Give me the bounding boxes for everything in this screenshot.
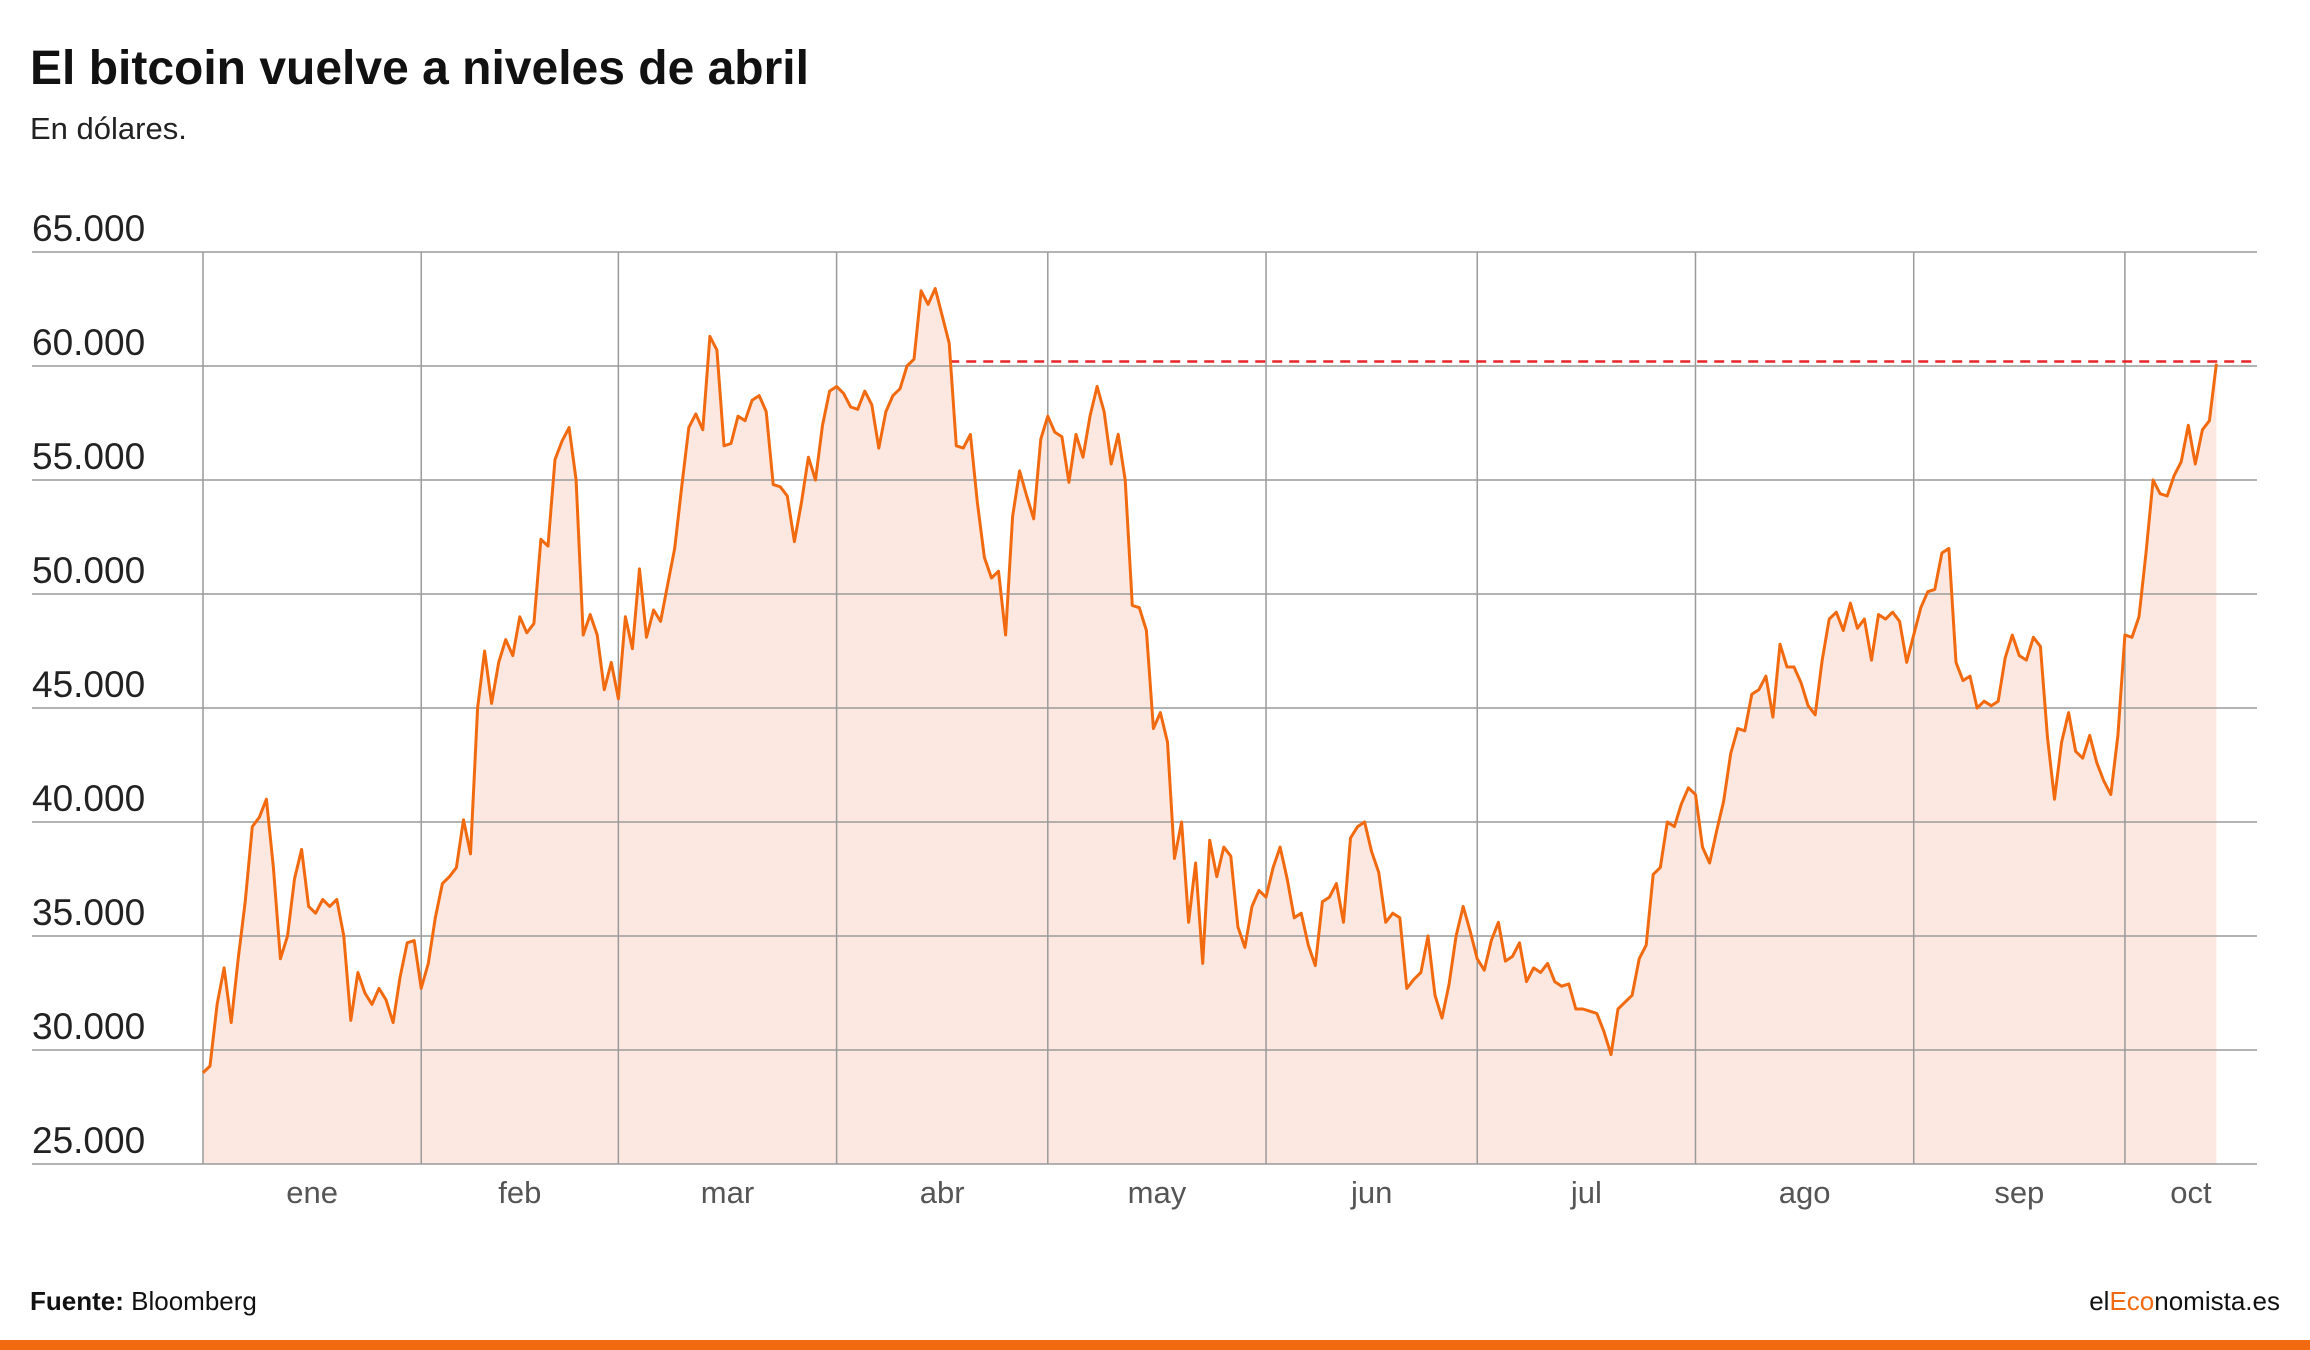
chart-subtitle: En dólares. xyxy=(30,111,187,146)
plot: 25.000 30.000 35.000 40.000 45.000 50.000 55.0… xyxy=(32,208,2257,1210)
y-tick-label: 30.000 xyxy=(32,1006,145,1047)
y-tick-label: 55.000 xyxy=(32,436,145,477)
brand-part: el xyxy=(2089,1286,2109,1316)
source-text: Bloomberg xyxy=(131,1286,257,1316)
y-tick-label: 25.000 xyxy=(32,1120,145,1161)
y-tick-label: 35.000 xyxy=(32,892,145,933)
x-tick-label: abr xyxy=(920,1175,965,1210)
brand: elEconomista.es xyxy=(2089,1286,2280,1316)
y-tick-label: 50.000 xyxy=(32,550,145,591)
area xyxy=(203,288,2217,1164)
x-tick-label: ene xyxy=(286,1175,338,1210)
x-tick-label: ago xyxy=(1779,1175,1831,1210)
x-tick-label: oct xyxy=(2170,1175,2212,1210)
x-tick-label: sep xyxy=(1994,1175,2044,1210)
x-tick-label: jun xyxy=(1350,1175,1392,1210)
line xyxy=(201,287,2218,1074)
y-tick-label: 40.000 xyxy=(32,778,145,819)
brand-part: nomista.es xyxy=(2154,1286,2280,1316)
y-tick-label: 65.000 xyxy=(32,208,145,249)
y-tick-label: 45.000 xyxy=(32,664,145,705)
source-label: Fuente: xyxy=(30,1286,124,1316)
x-tick-label: feb xyxy=(498,1175,541,1210)
chart-title: El bitcoin vuelve a niveles de abril xyxy=(30,42,809,95)
source: Fuente: Bloomberg xyxy=(30,1286,257,1316)
x-tick-label: mar xyxy=(701,1175,754,1210)
bottom-bar xyxy=(0,1340,2310,1350)
x-tick-label: may xyxy=(1128,1175,1187,1210)
x-tick-label: jul xyxy=(1570,1175,1602,1210)
brand-part: Eco xyxy=(2109,1286,2154,1316)
y-tick-label: 60.000 xyxy=(32,322,145,363)
